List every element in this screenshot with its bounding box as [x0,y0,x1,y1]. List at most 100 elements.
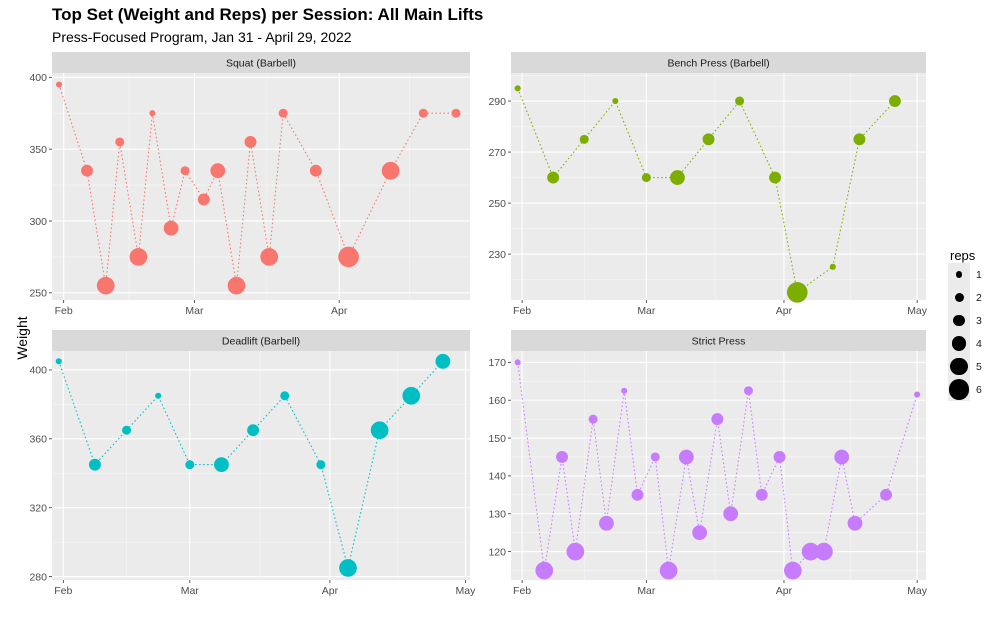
y-tick-label: 250 [29,288,47,300]
y-tick-label: 300 [29,216,47,228]
strip [52,52,470,73]
data-point [829,263,836,270]
data-point [888,95,901,108]
data-point [180,166,190,176]
x-tick-label: May [907,585,928,597]
data-point [914,391,921,398]
data-point [621,387,628,394]
legend-title: reps [950,248,976,263]
data-point [588,414,598,424]
data-point [55,81,63,88]
strip [52,330,470,351]
series-line [517,362,918,572]
data-point [847,515,863,531]
data-point [278,108,288,118]
data-point [786,282,808,303]
data-point [535,561,554,580]
data-point [650,452,660,462]
x-tick-label: May [907,305,928,317]
legend-dot [951,336,967,351]
data-point [773,451,786,463]
panel-1: Squat (Barbell) 250 300 350 400 Feb Mar Apr [29,52,470,317]
legend-key [948,263,970,286]
legend-item: 4 [948,332,982,355]
data-point [227,276,246,295]
strip [511,52,926,73]
legend-label: 3 [976,314,982,327]
y-tick-label: 400 [29,72,47,84]
data-point [670,170,685,185]
data-point [370,421,389,440]
y-tick-label: 170 [488,357,506,369]
strip-title: Squat (Barbell) [226,58,296,70]
data-point [853,133,866,146]
data-point [339,559,357,577]
legend-item: 3 [948,309,982,332]
data-point [81,164,93,177]
x-tick-label: Mar [637,305,656,317]
data-point [556,451,568,463]
y-tick-label: 140 [488,471,506,483]
x-tick-label: Apr [776,305,793,317]
legend-dot [954,293,964,302]
legend-item: 2 [948,286,982,309]
legend-label: 2 [976,291,982,304]
data-point [197,193,210,206]
legend-item: 5 [948,355,982,378]
legend-key [948,378,970,401]
data-point [631,488,644,501]
data-point [579,134,589,144]
y-tick-label: 280 [29,571,47,583]
x-tick-label: Feb [55,305,73,317]
legend-key [948,286,970,309]
data-point [309,164,322,177]
data-point [755,488,768,501]
data-point [723,506,739,522]
chart-title: Top Set (Weight and Reps) per Session: A… [52,5,484,24]
y-tick-label: 150 [488,433,506,445]
panel-background [52,351,470,580]
x-tick-label: Mar [185,305,204,317]
legend-key [948,332,970,355]
legend: reps 1 2 3 4 5 6 [948,248,982,401]
legend-label: 6 [976,383,982,396]
legend-label: 1 [976,268,982,281]
data-point [801,542,820,561]
data-point [155,392,162,399]
data-point [612,98,619,105]
y-tick-label: 250 [488,198,506,210]
legend-item: 1 [948,263,982,286]
panel-background [511,351,926,580]
data-point [338,246,359,268]
data-point [451,108,461,118]
data-point [244,136,257,148]
data-point [402,386,421,405]
data-point [711,413,724,426]
data-point [185,460,195,470]
x-tick-label: Apr [776,585,793,597]
legend-item: 6 [948,378,982,401]
data-point [122,425,132,435]
data-point [783,561,802,580]
data-point [678,449,694,465]
data-point [381,161,400,180]
data-point [743,386,753,396]
data-point [163,220,179,236]
data-point [247,424,260,437]
y-tick-label: 120 [488,546,506,558]
x-tick-label: Mar [637,585,656,597]
data-point [702,133,715,146]
data-point [435,353,451,369]
legend-dot [950,357,968,376]
x-tick-label: Apr [322,585,339,597]
y-tick-label: 400 [29,365,47,377]
legend-key [948,309,970,332]
data-point [659,561,678,580]
data-point [280,391,290,401]
strip-title: Bench Press (Barbell) [667,58,769,70]
y-tick-label: 360 [29,434,47,446]
data-point [514,359,521,366]
x-tick-label: Feb [513,305,531,317]
y-tick-label: 320 [29,502,47,514]
